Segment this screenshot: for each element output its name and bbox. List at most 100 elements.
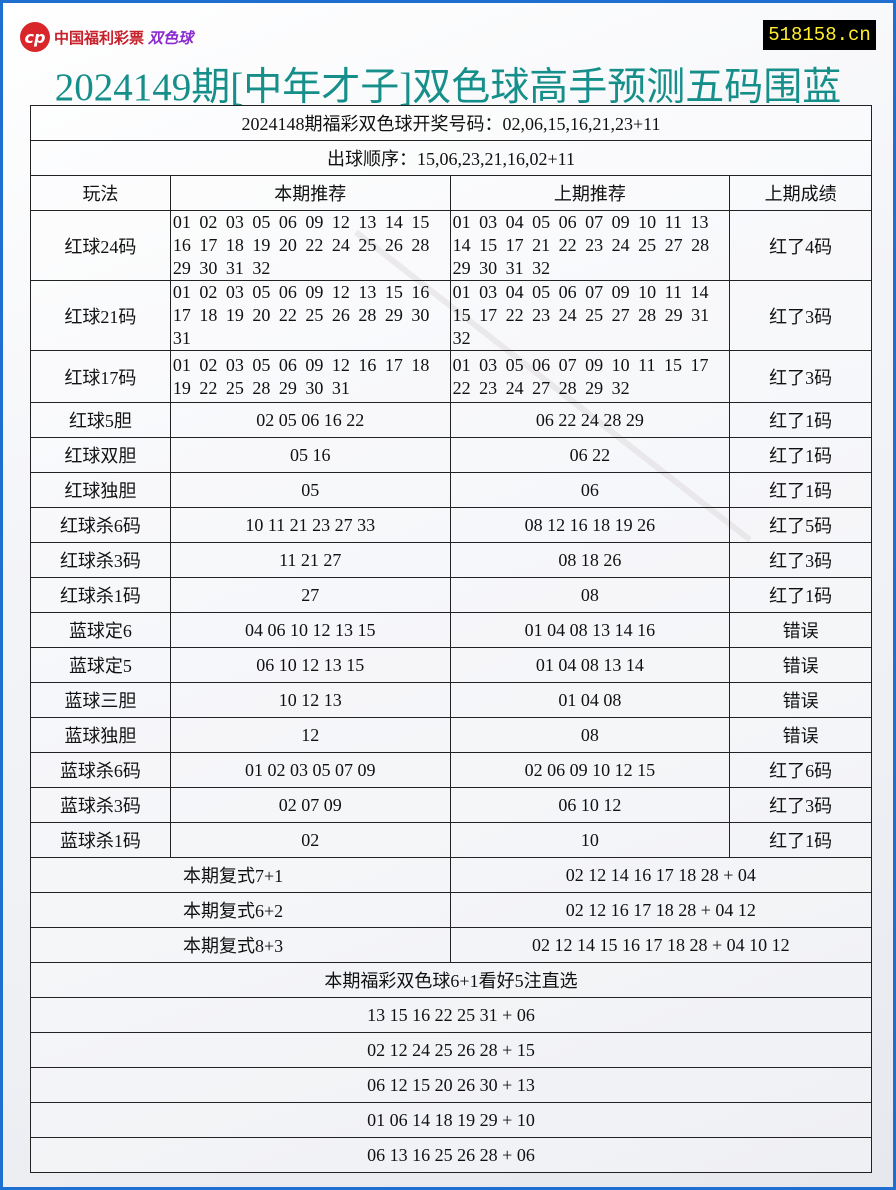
header-method: 玩法 [30, 175, 171, 211]
previous-result-cell: 红了3码 [729, 542, 872, 578]
method-cell: 蓝球三胆 [30, 682, 171, 718]
previous-result-cell: 红了3码 [729, 787, 872, 823]
previous-pick-cell: 06 22 24 28 29 [449, 402, 731, 438]
previous-result-cell: 红了1码 [729, 437, 872, 473]
table-row: 红球杀6码 10 11 21 23 27 33 08 12 16 18 19 26 红… [30, 507, 872, 543]
current-pick-cell: 01 02 03 05 06 09 12 13 14 15 16 17 18 1… [169, 210, 451, 281]
current-pick-cell: 27 [169, 577, 451, 613]
table-row: 蓝球定6 04 06 10 12 13 15 01 04 08 13 14 16 错误 [30, 612, 872, 648]
pick-numbers: 02 12 24 25 26 28 + 15 [30, 1032, 872, 1068]
table-row: 蓝球三胆 10 12 13 01 04 08 错误 [30, 682, 872, 718]
table-row: 红球杀3码 11 21 27 08 18 26 红了3码 [30, 542, 872, 578]
fushi-value: 02 12 16 17 18 28 + 04 12 [449, 892, 873, 928]
method-cell: 红球杀1码 [30, 577, 171, 613]
previous-result-cell: 错误 [729, 682, 872, 718]
table-row: 红球独胆 05 06 红了1码 [30, 472, 872, 508]
logo-org: 中国福利彩票 [54, 28, 145, 47]
current-pick-cell: 04 06 10 12 13 15 [169, 612, 451, 648]
method-cell: 红球独胆 [30, 472, 171, 508]
current-pick-cell: 02 [169, 822, 451, 858]
method-cell: 蓝球杀6码 [30, 752, 171, 788]
header-previous: 上期推荐 [449, 175, 731, 211]
lottery-logo-icon: cp [20, 22, 50, 52]
pick-row: 13 15 16 22 25 31 + 06 [30, 997, 872, 1033]
method-cell: 蓝球杀3码 [30, 787, 171, 823]
table-row: 红球双胆 05 16 06 22 红了1码 [30, 437, 872, 473]
fushi-value: 02 12 14 15 16 17 18 28 + 04 10 12 [449, 927, 873, 963]
method-cell: 红球杀6码 [30, 507, 171, 543]
previous-result-cell: 红了6码 [729, 752, 872, 788]
pick-row: 06 13 16 25 26 28 + 06 [30, 1137, 872, 1173]
previous-pick-cell: 01 03 05 06 07 09 10 11 15 17 22 23 24 2… [449, 350, 731, 403]
previous-pick-cell: 08 12 16 18 19 26 [449, 507, 731, 543]
header-result: 上期成绩 [729, 175, 872, 211]
previous-result-cell: 红了1码 [729, 822, 872, 858]
pick-row: 01 06 14 18 19 29 + 10 [30, 1102, 872, 1138]
current-pick-cell: 12 [169, 717, 451, 753]
method-cell: 蓝球杀1码 [30, 822, 171, 858]
current-pick-cell: 10 11 21 23 27 33 [169, 507, 451, 543]
previous-pick-cell: 06 22 [449, 437, 731, 473]
previous-result-cell: 红了3码 [729, 350, 872, 403]
fushi-value: 02 12 14 16 17 18 28 + 04 [449, 857, 873, 893]
draw-order: 出球顺序：15,06,23,21,16,02+11 [30, 140, 872, 176]
table-row: 红球17码 01 02 03 05 06 09 12 16 17 18 19 22… [30, 350, 872, 403]
previous-pick-cell: 06 [449, 472, 731, 508]
method-cell: 红球24码 [30, 210, 171, 281]
fushi-row: 本期复式6+2 02 12 16 17 18 28 + 04 12 [30, 892, 873, 928]
fushi-row: 本期复式7+1 02 12 14 16 17 18 28 + 04 [30, 857, 873, 893]
method-cell: 蓝球独胆 [30, 717, 171, 753]
table-row: 红球5胆 02 05 06 16 22 06 22 24 28 29 红了1码 [30, 402, 872, 438]
pick-numbers: 13 15 16 22 25 31 + 06 [30, 997, 872, 1033]
current-pick-cell: 01 02 03 05 06 09 12 16 17 18 19 22 25 2… [169, 350, 451, 403]
previous-pick-cell: 08 [449, 717, 731, 753]
picks-title: 本期福彩双色球6+1看好5注直选 [30, 962, 872, 998]
current-pick-cell: 05 [169, 472, 451, 508]
previous-pick-cell: 10 [449, 822, 731, 858]
current-pick-cell: 05 16 [169, 437, 451, 473]
previous-result-cell: 红了1码 [729, 577, 872, 613]
table-row: 红球杀1码 27 08 红了1码 [30, 577, 872, 613]
prediction-table: 2024148期福彩双色球开奖号码：02,06,15,16,21,23+11 出… [30, 105, 873, 1173]
pick-numbers: 06 13 16 25 26 28 + 06 [30, 1137, 872, 1173]
previous-result-cell: 红了4码 [729, 210, 872, 281]
method-cell: 红球21码 [30, 280, 171, 351]
previous-result-cell: 错误 [729, 647, 872, 683]
pick-numbers: 01 06 14 18 19 29 + 10 [30, 1102, 872, 1138]
table-row: 蓝球定5 06 10 12 13 15 01 04 08 13 14 错误 [30, 647, 872, 683]
current-pick-cell: 02 05 06 16 22 [169, 402, 451, 438]
previous-pick-cell: 02 06 09 10 12 15 [449, 752, 731, 788]
pick-row: 02 12 24 25 26 28 + 15 [30, 1032, 872, 1068]
welfare-lottery-logo: cp 中国福利彩票 双色球 [20, 22, 193, 52]
site-badge: 518158.cn [763, 20, 876, 50]
previous-pick-cell: 01 03 04 05 06 07 09 10 11 13 14 15 17 2… [449, 210, 731, 281]
previous-result-cell: 红了5码 [729, 507, 872, 543]
previous-result-cell: 错误 [729, 612, 872, 648]
table-row: 蓝球杀6码 01 02 03 05 07 09 02 06 09 10 12 15 红… [30, 752, 872, 788]
table-row: 红球21码 01 02 03 05 06 09 12 13 15 16 17 18… [30, 280, 872, 351]
method-cell: 红球杀3码 [30, 542, 171, 578]
table-row: 蓝球杀1码 02 10 红了1码 [30, 822, 872, 858]
fushi-label: 本期复式7+1 [30, 857, 451, 893]
previous-result-cell: 红了1码 [729, 402, 872, 438]
previous-pick-cell: 08 [449, 577, 731, 613]
current-pick-cell: 02 07 09 [169, 787, 451, 823]
previous-pick-cell: 01 04 08 [449, 682, 731, 718]
picks-title-row: 本期福彩双色球6+1看好5注直选 [30, 962, 872, 998]
fushi-label: 本期复式6+2 [30, 892, 451, 928]
current-pick-cell: 10 12 13 [169, 682, 451, 718]
current-pick-cell: 01 02 03 05 07 09 [169, 752, 451, 788]
method-cell: 红球5胆 [30, 402, 171, 438]
previous-result-cell: 红了3码 [729, 280, 872, 351]
header-current: 本期推荐 [169, 175, 451, 211]
method-cell: 蓝球定5 [30, 647, 171, 683]
table-row: 蓝球杀3码 02 07 09 06 10 12 红了3码 [30, 787, 872, 823]
method-cell: 红球17码 [30, 350, 171, 403]
previous-pick-cell: 01 04 08 13 14 16 [449, 612, 731, 648]
method-cell: 红球双胆 [30, 437, 171, 473]
fushi-label: 本期复式8+3 [30, 927, 451, 963]
previous-pick-cell: 08 18 26 [449, 542, 731, 578]
previous-pick-cell: 01 03 04 05 06 07 09 10 11 14 15 17 22 2… [449, 280, 731, 351]
fushi-row: 本期复式8+3 02 12 14 15 16 17 18 28 + 04 10 1… [30, 927, 873, 963]
current-pick-cell: 06 10 12 13 15 [169, 647, 451, 683]
